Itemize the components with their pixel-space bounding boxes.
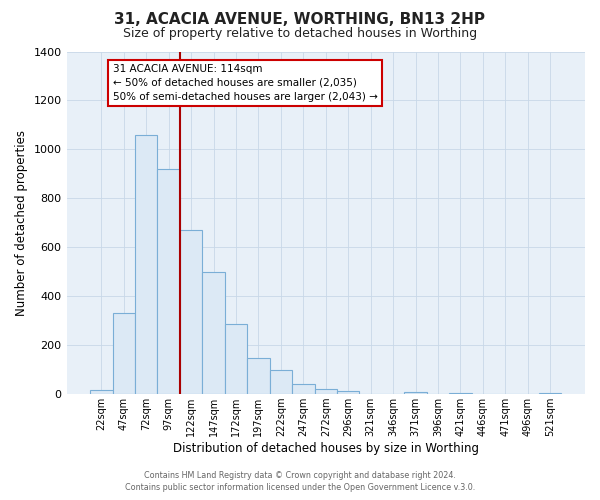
Bar (337, 391, 359, 394)
Bar (90, 390, 113, 394)
Text: 31, ACACIA AVENUE, WORTHING, BN13 2HP: 31, ACACIA AVENUE, WORTHING, BN13 2HP (115, 12, 485, 28)
Bar (269, 370, 292, 394)
Bar (314, 390, 337, 394)
Y-axis label: Number of detached properties: Number of detached properties (15, 130, 28, 316)
Bar (225, 324, 247, 394)
X-axis label: Distribution of detached houses by size in Worthing: Distribution of detached houses by size … (173, 442, 479, 455)
Bar (157, 169, 180, 394)
Bar (180, 230, 202, 394)
Text: 31 ACACIA AVENUE: 114sqm
← 50% of detached houses are smaller (2,035)
50% of sem: 31 ACACIA AVENUE: 114sqm ← 50% of detach… (113, 64, 377, 102)
Bar (449, 393, 472, 394)
Text: Size of property relative to detached houses in Worthing: Size of property relative to detached ho… (123, 28, 477, 40)
Bar (202, 272, 225, 394)
Bar (292, 384, 314, 394)
Bar (404, 392, 427, 394)
Bar (113, 314, 135, 394)
Bar (247, 358, 269, 394)
Text: Contains HM Land Registry data © Crown copyright and database right 2024.
Contai: Contains HM Land Registry data © Crown c… (125, 471, 475, 492)
Bar (135, 134, 157, 394)
